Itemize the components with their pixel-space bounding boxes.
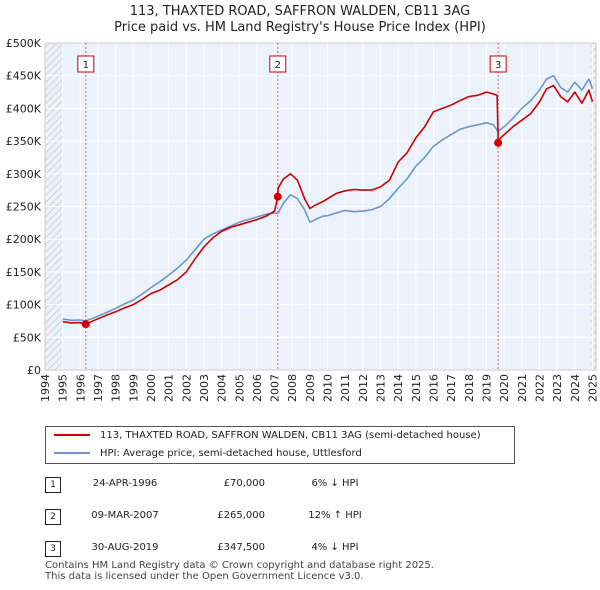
x-tick-label: 2004 [216,374,229,402]
sale-label-box [489,55,507,73]
x-tick-label: 2008 [286,374,299,402]
sale-label-text: 2 [275,60,281,71]
legend-entry-sales: 113, THAXTED ROAD, SAFFRON WALDEN, CB11 … [54,427,481,445]
chart-title-line2: Price paid vs. HM Land Registry's House … [114,20,486,35]
sale-row: 2 09-MAR-2007 £265,000 12% ↑ HPI [45,505,405,537]
legend-label-sales: 113, THAXTED ROAD, SAFFRON WALDEN, CB11 … [100,430,481,441]
legend-swatch-hpi [54,452,90,454]
sale-date: 24-APR-1996 [92,478,158,489]
x-tick-label: 2016 [428,374,441,402]
x-tick-label: 2019 [481,374,494,402]
x-tick-label: 1995 [57,374,70,402]
sale-date: 09-MAR-2007 [91,510,159,521]
x-tick-label: 2001 [163,374,176,402]
legend-label-hpi: HPI: Average price, semi-detached house,… [100,448,362,459]
sale-number-badge: 1 [45,477,61,493]
plot-frame [44,42,597,371]
x-tick-label: 2012 [357,374,370,402]
y-tick-label: £50K [13,331,42,344]
sales-table: 1 24-APR-1996 £70,000 6% ↓ HPI 2 09-MAR-… [45,473,405,569]
sale-label-text: 1 [83,60,89,71]
sale-date: 30-AUG-2019 [91,542,159,553]
x-tick-label: 2009 [304,374,317,402]
attribution-footer: Contains HM Land Registry data © Crown c… [45,560,434,582]
sale-hpi-change: 6% ↓ HPI [311,478,359,489]
x-tick-label: 1994 [39,374,52,402]
x-tick-label: 2021 [516,374,529,402]
x-tick-label: 1998 [110,374,123,402]
price-chart: 1 2 3 £0 £50K £100K £150K £200K £250K £300K £350K £… [6,37,600,402]
sale-number-badge: 2 [45,509,61,525]
x-tick-label: 2022 [533,374,546,402]
x-tick-label: 2003 [198,374,211,402]
y-tick-label: £100K [6,299,42,312]
sale-point [81,320,90,329]
legend-entry-hpi: HPI: Average price, semi-detached house,… [54,445,362,463]
sale-number-badge: 3 [45,541,61,557]
x-tick-label: 2000 [145,374,158,402]
y-tick-label: £250K [6,201,42,214]
attribution-line-1: Contains HM Land Registry data © Crown c… [45,560,434,571]
y-tick-label: £150K [6,266,42,279]
price-paid-line [62,84,594,325]
legend-swatch-sales [54,434,90,436]
x-tick-label: 2011 [339,374,352,402]
x-tick-label: 2018 [463,374,476,402]
sale-point [494,138,503,147]
sale-price: £347,500 [217,542,265,553]
x-tick-label: 2014 [392,374,405,402]
sale-point [273,192,282,201]
attribution-line-2: This data is licensed under the Open Gov… [45,571,364,582]
x-tick-label: 2020 [498,374,511,402]
sale-label-box [269,55,287,73]
x-tick-label: 1996 [74,374,87,402]
x-tick-label: 2005 [233,374,246,402]
sale-label-box [77,55,95,73]
y-tick-label: £400K [6,102,42,115]
y-tick-label: £450K [6,70,42,83]
x-tick-label: 1997 [92,374,105,402]
sale-row: 1 24-APR-1996 £70,000 6% ↓ HPI [45,473,405,505]
y-tick-label: £500K [6,37,42,50]
y-tick-label: £350K [6,135,42,148]
x-tick-label: 2010 [322,374,335,402]
x-tick-label: 2024 [569,374,582,402]
sale-hpi-change: 12% ↑ HPI [308,510,362,521]
x-tick-label: 1999 [127,374,140,402]
x-tick-label: 2025 [586,374,599,402]
x-tick-label: 2017 [445,374,458,402]
y-tick-label: £0 [27,364,41,377]
sale-row: 3 30-AUG-2019 £347,500 4% ↓ HPI [45,537,405,569]
sale-hpi-change: 4% ↓ HPI [311,542,359,553]
y-tick-label: £200K [6,233,42,246]
x-tick-label: 2002 [180,374,193,402]
y-tick-label: £300K [6,168,42,181]
x-tick-label: 2015 [410,374,423,402]
sale-price: £70,000 [223,478,265,489]
chart-legend: 113, THAXTED ROAD, SAFFRON WALDEN, CB11 … [45,426,515,464]
sale-label-text: 3 [495,60,501,71]
hpi-line [62,74,594,322]
x-tick-label: 2006 [251,374,264,402]
x-tick-label: 2023 [551,374,564,402]
sale-price: £265,000 [217,510,265,521]
x-tick-label: 2013 [375,374,388,402]
x-tick-label: 2007 [269,374,282,402]
chart-title-line1: 113, THAXTED ROAD, SAFFRON WALDEN, CB11 … [129,4,471,19]
